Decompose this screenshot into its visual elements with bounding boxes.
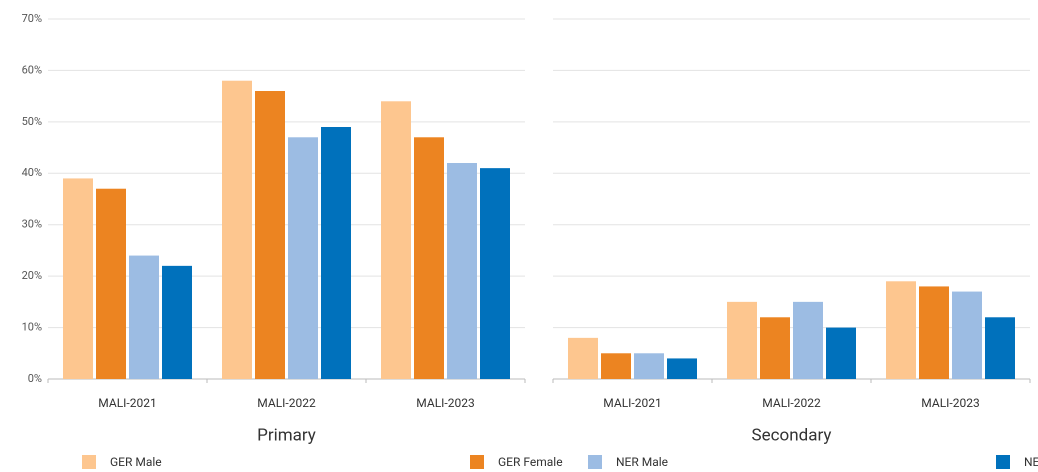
bar bbox=[634, 353, 664, 379]
x-tick-label: MALI-2023 bbox=[416, 396, 474, 410]
y-tick-label: 70% bbox=[22, 12, 42, 25]
x-tick-label: MALI-2022 bbox=[257, 396, 316, 410]
y-tick-label: 60% bbox=[22, 63, 42, 76]
bar bbox=[288, 137, 318, 379]
bar bbox=[601, 353, 631, 379]
bar bbox=[952, 291, 982, 379]
x-tick-label: MALI-2021 bbox=[98, 396, 156, 410]
bar bbox=[667, 358, 697, 379]
legend-label: NER Female bbox=[1024, 455, 1038, 469]
x-tick-label: MALI-2023 bbox=[921, 396, 979, 410]
bar bbox=[760, 317, 790, 379]
bar bbox=[162, 265, 192, 379]
bar bbox=[96, 188, 126, 379]
bar bbox=[919, 286, 949, 379]
legend-swatch bbox=[588, 455, 602, 469]
y-tick-label: 20% bbox=[22, 269, 42, 282]
bar bbox=[222, 80, 252, 379]
bar bbox=[255, 91, 285, 379]
y-tick-label: 40% bbox=[22, 166, 42, 179]
bar bbox=[129, 255, 159, 379]
bar bbox=[793, 301, 823, 379]
x-axis-label: Primary bbox=[257, 425, 316, 445]
y-tick-label: 50% bbox=[22, 115, 42, 128]
bar bbox=[381, 101, 411, 380]
bar bbox=[826, 327, 856, 379]
bar bbox=[63, 178, 93, 379]
bar bbox=[447, 163, 477, 379]
legend-label: GER Female bbox=[498, 455, 563, 469]
legend-label: NER Male bbox=[616, 455, 668, 469]
legend-label: GER Male bbox=[110, 455, 162, 469]
legend-swatch bbox=[470, 455, 484, 469]
x-tick-label: MALI-2022 bbox=[762, 396, 821, 410]
bar bbox=[321, 127, 351, 379]
bar bbox=[480, 168, 510, 379]
bar bbox=[886, 281, 916, 379]
y-tick-label: 30% bbox=[22, 218, 42, 231]
legend-swatch bbox=[82, 455, 96, 469]
y-tick-label: 0% bbox=[28, 372, 42, 385]
y-tick-label: 10% bbox=[22, 320, 42, 333]
legend-swatch bbox=[996, 455, 1010, 469]
bar bbox=[568, 337, 598, 379]
x-tick-label: MALI-2021 bbox=[603, 396, 661, 410]
bar bbox=[727, 301, 757, 379]
x-axis-label: Secondary bbox=[752, 425, 832, 445]
bar bbox=[985, 317, 1015, 379]
bar bbox=[414, 137, 444, 379]
